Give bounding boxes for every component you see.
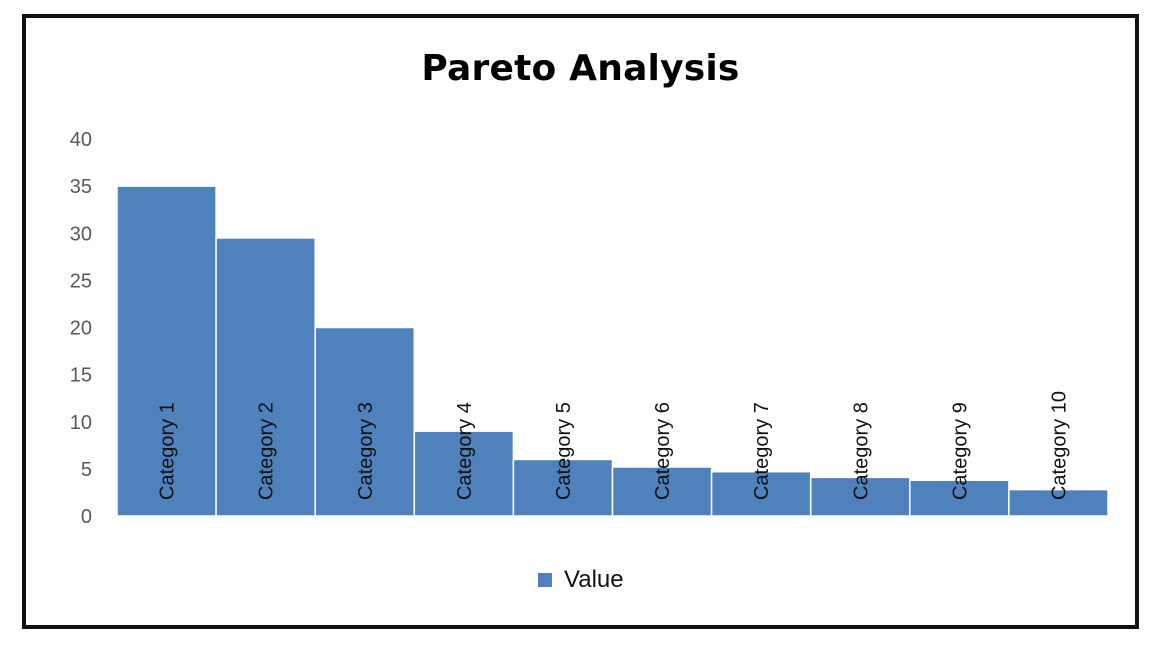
bar <box>1008 488 1109 517</box>
category-label: Category 4 <box>454 402 476 500</box>
chart-title: Pareto Analysis <box>421 48 740 89</box>
category-label: Category 5 <box>553 402 575 500</box>
category-label: Category 3 <box>355 402 377 500</box>
bar <box>710 470 812 517</box>
y-tick-label: 15 <box>70 365 92 387</box>
y-axis-ticks: 0 5 10 15 20 25 30 35 40 <box>70 129 92 528</box>
bar <box>314 326 416 517</box>
legend: Value <box>538 566 624 594</box>
category-label: Category 9 <box>949 402 971 500</box>
y-tick-label: 25 <box>70 270 92 292</box>
bar <box>413 430 515 517</box>
y-tick-label: 0 <box>81 506 92 528</box>
bar <box>116 185 217 517</box>
category-labels: Category 1 Category 2 Category 3 Category 4… <box>157 391 1071 500</box>
category-label: Category 7 <box>751 402 773 500</box>
bars-group <box>116 185 1109 517</box>
category-label: Category 2 <box>256 402 278 500</box>
y-tick-label: 40 <box>70 129 92 151</box>
bar <box>909 479 1010 517</box>
category-label: Category 6 <box>652 402 674 500</box>
y-tick-label: 5 <box>81 459 92 481</box>
category-label: Category 8 <box>850 402 872 500</box>
legend-swatch-value <box>538 573 552 587</box>
legend-label-value: Value <box>564 566 624 593</box>
y-tick-label: 30 <box>70 223 92 245</box>
bar <box>512 458 614 517</box>
y-tick-label: 20 <box>70 318 92 340</box>
category-label: Category 10 <box>1048 391 1070 500</box>
bar <box>215 237 316 517</box>
y-tick-label: 10 <box>70 412 92 434</box>
category-label: Category 1 <box>157 402 179 500</box>
bar <box>809 476 911 517</box>
y-tick-label: 35 <box>70 176 92 198</box>
